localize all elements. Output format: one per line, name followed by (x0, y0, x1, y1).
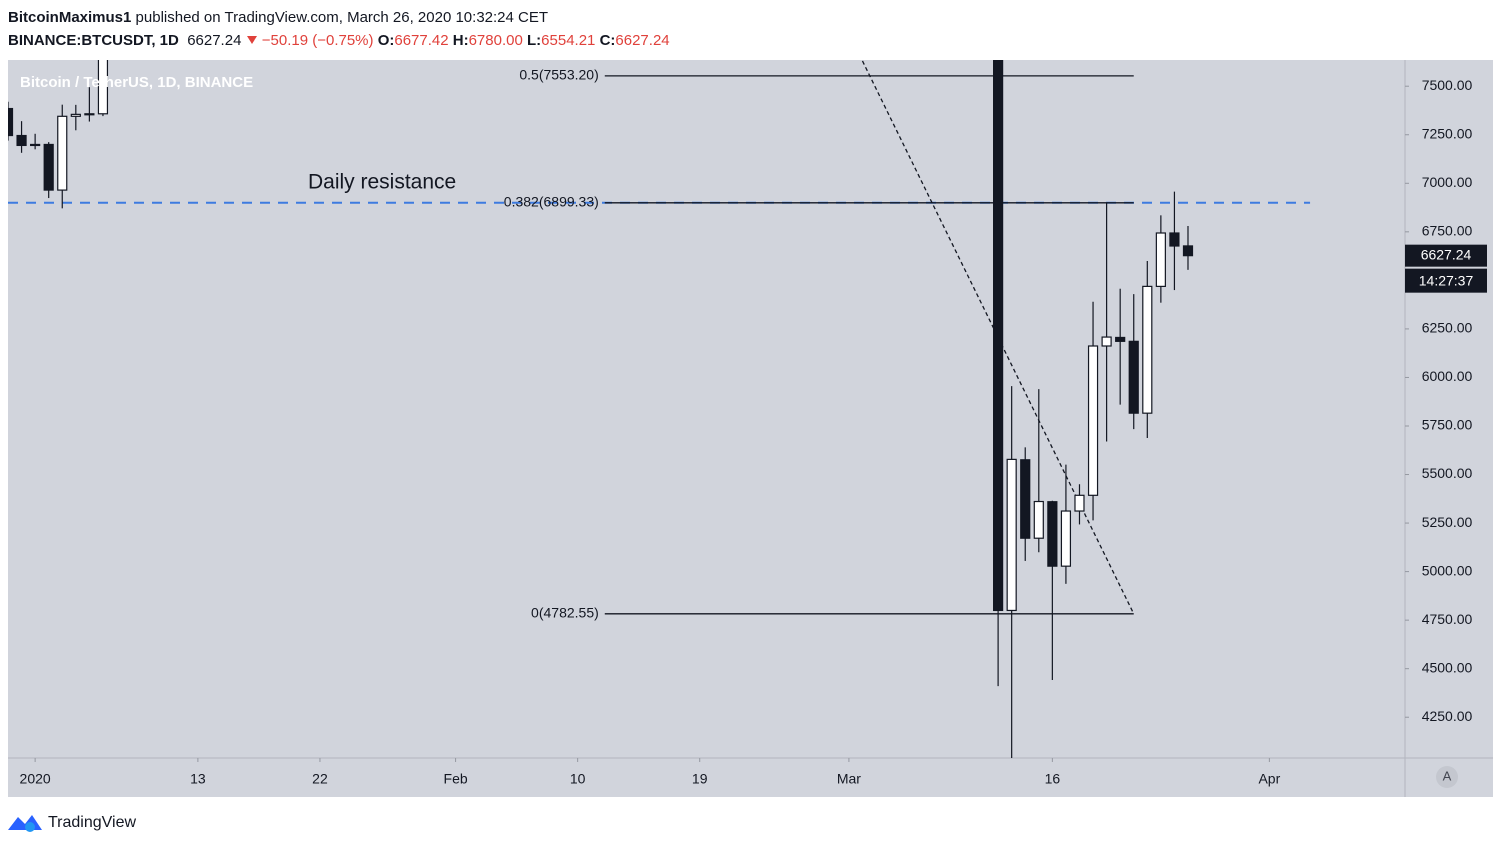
x-tick-label: Mar (837, 771, 861, 787)
fib-label: 0.382(6899.33) (504, 194, 599, 210)
x-tick-label: 22 (312, 771, 328, 787)
fib-label: 0(4782.55) (531, 605, 599, 621)
ohlc: O:6677.42 H:6780.00 L:6554.21 C:6627.24 (378, 32, 670, 49)
candle-body (993, 60, 1004, 612)
candle-body (70, 113, 81, 117)
candle-body (1074, 494, 1085, 512)
candle-body (1155, 232, 1166, 287)
resistance-label: Daily resistance (308, 170, 456, 193)
candle-body (43, 143, 54, 191)
ohlc-value: 6554.21 (541, 32, 596, 49)
x-tick-label: 13 (190, 771, 206, 787)
candle-body (97, 60, 109, 115)
chart-background (8, 60, 1493, 797)
candle-body (1169, 232, 1180, 247)
header-line-2: BINANCE:BTCUSDT, 1D 6627.24 −50.19 (−0.7… (8, 29, 670, 52)
y-tick-label: 4250.00 (1422, 708, 1473, 724)
candle-body (84, 113, 95, 116)
down-arrow (246, 36, 257, 44)
y-tick-label: 4750.00 (1422, 611, 1473, 627)
author[interactable]: BitcoinMaximus1 (8, 9, 132, 26)
x-tick-label: 16 (1045, 771, 1061, 787)
ohlc-label: H: (452, 32, 469, 49)
ohlc-label: C: (599, 32, 616, 49)
candle-body (1115, 336, 1126, 342)
ohlc-label: O: (377, 32, 395, 49)
last-price-box (1405, 244, 1487, 267)
y-tick-label: 5000.00 (1422, 562, 1473, 578)
candle-body (30, 143, 41, 147)
brand: TradingView (48, 814, 136, 831)
candle-body (1142, 285, 1153, 414)
chart-title: Bitcoin / TetherUS, 1D, BINANCE (20, 74, 253, 91)
change: −50.19 (−0.75%) (261, 32, 374, 49)
candle-body (1006, 458, 1017, 612)
auto-button-label[interactable]: A (1443, 768, 1452, 783)
x-tick-label: Apr (1258, 771, 1280, 787)
y-tick-label: 5250.00 (1422, 514, 1473, 530)
ohlc-value: 6780.00 (468, 32, 523, 49)
candle-body (8, 107, 14, 137)
logo (8, 815, 42, 832)
y-tick-label: 5750.00 (1422, 417, 1473, 433)
candle-body (57, 115, 68, 191)
plot-area: 0.5(7553.20) 0.382(6899.33) 0(4782.55) (8, 60, 1311, 758)
x-tick-label: 2020 (20, 771, 51, 787)
y-tick-label: 7500.00 (1422, 77, 1473, 93)
fib-label: 0.5(7553.20) (519, 67, 598, 83)
auto-button[interactable] (1436, 766, 1458, 788)
y-tick-label: 6250.00 (1422, 320, 1473, 336)
y-tick-label: 6750.00 (1422, 223, 1473, 239)
y-tick-label: 4500.00 (1422, 659, 1473, 675)
ohlc-value: 6677.42 (394, 32, 449, 49)
last-price-label: 6627.24 (1421, 246, 1472, 262)
y-tick-label: 7000.00 (1422, 174, 1473, 190)
countdown-label: 14:27:37 (1419, 272, 1474, 288)
candle-body (1060, 510, 1072, 567)
last-price: 6627.24 (187, 32, 242, 49)
candle-body (1047, 501, 1058, 567)
symbol: BINANCE:BTCUSDT, 1D (8, 32, 179, 49)
ohlc-label: L: (527, 32, 542, 49)
candle-body (1101, 336, 1112, 347)
y-tick-label: 6000.00 (1422, 368, 1473, 384)
candle-body (16, 134, 27, 147)
x-tick-label: 10 (570, 771, 586, 787)
published: published on TradingView.com, March 26, … (135, 9, 549, 26)
countdown-box (1405, 268, 1487, 293)
candle-body (1020, 459, 1031, 539)
x-tick-label: 19 (692, 771, 708, 787)
y-tick-label: 5500.00 (1422, 465, 1473, 481)
candle-body (1128, 340, 1139, 414)
x-tick-label: Feb (444, 771, 468, 787)
ohlc-value: 6627.24 (615, 32, 670, 49)
candle-body (1033, 500, 1044, 539)
header: BitcoinMaximus1 published on TradingView… (8, 6, 670, 52)
header-line-1: BitcoinMaximus1 published on TradingView… (8, 6, 670, 29)
candle-body (1182, 245, 1194, 257)
trendline (861, 60, 1135, 615)
y-tick-label: 7250.00 (1422, 125, 1473, 141)
candle-body (1087, 345, 1099, 496)
